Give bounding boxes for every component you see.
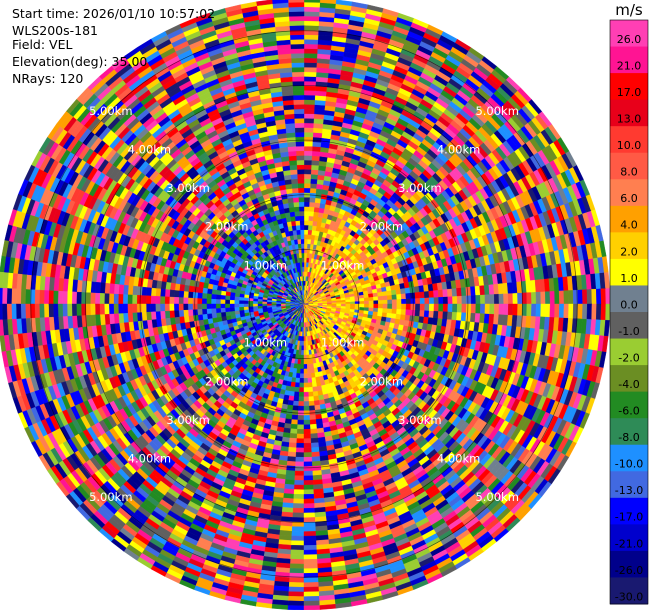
range-ring-label: 5.00km xyxy=(475,104,518,118)
range-ring-label: 2.00km xyxy=(360,374,403,388)
range-ring-label: 4.00km xyxy=(437,452,480,466)
range-ring-label: 1.00km xyxy=(321,336,364,350)
range-ring-3 xyxy=(139,139,469,469)
range-ring-label: 4.00km xyxy=(437,142,480,156)
range-ring-label: 3.00km xyxy=(398,413,441,427)
range-ring-label: 4.00km xyxy=(128,142,171,156)
nrays-label: NRays: 120 xyxy=(12,71,84,86)
range-ring-4 xyxy=(85,85,523,523)
range-ring-2 xyxy=(194,194,414,414)
range-rings xyxy=(30,30,578,578)
range-ring-5 xyxy=(30,30,578,578)
instrument-label: WLS200s-181 xyxy=(12,23,98,38)
elevation-label: Elevation(deg): 35.00 xyxy=(12,54,148,69)
range-ring-label: 3.00km xyxy=(166,181,209,195)
range-ring-label: 3.00km xyxy=(166,413,209,427)
range-ring-label: 2.00km xyxy=(205,220,248,234)
range-ring-label: 5.00km xyxy=(89,490,132,504)
range-ring-label: 2.00km xyxy=(205,374,248,388)
field-label: Field: VEL xyxy=(12,37,73,52)
range-ring-label: 3.00km xyxy=(398,181,441,195)
range-ring-label: 5.00km xyxy=(475,490,518,504)
velocity-bins xyxy=(0,0,611,610)
range-ring-label: 5.00km xyxy=(89,104,132,118)
range-ring-label: 1.00km xyxy=(244,336,287,350)
range-ring-label: 1.00km xyxy=(244,258,287,272)
range-ring-labels: 1.00km 1.00km 1.00km 1.00km 2.00km 2.00km 2.00… xyxy=(89,104,519,504)
start-time-label: Start time: 2026/01/10 10:57:02 xyxy=(12,6,216,21)
range-ring-label: 2.00km xyxy=(360,220,403,234)
range-ring-1 xyxy=(249,249,359,359)
range-ring-label: 1.00km xyxy=(321,258,364,272)
range-ring-label: 4.00km xyxy=(128,452,171,466)
